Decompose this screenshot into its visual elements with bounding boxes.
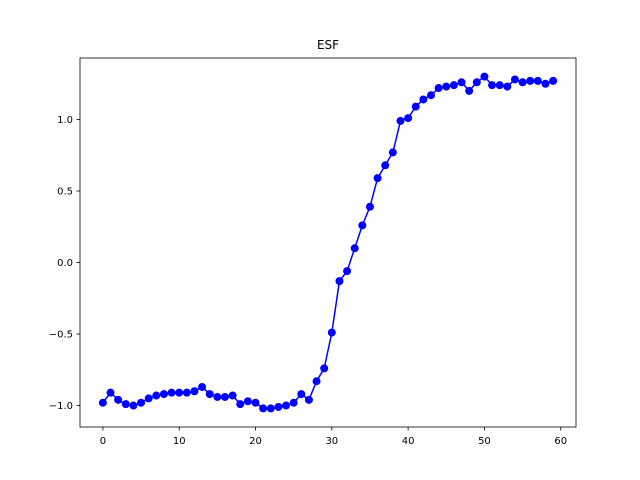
data-point xyxy=(526,76,535,85)
data-point xyxy=(343,267,352,276)
x-tick-label: 30 xyxy=(325,436,338,447)
data-point xyxy=(198,382,207,391)
data-point xyxy=(152,391,161,400)
data-point xyxy=(442,82,451,91)
y-tick-label: 0.0 xyxy=(57,258,73,269)
data-point xyxy=(373,174,382,183)
data-point xyxy=(457,78,466,87)
plot-area: 0 10 20 30 40 50 60 −1.0 −0.5 0.0 0.5 1.0 xyxy=(49,57,577,447)
x-tick-label: 50 xyxy=(478,436,491,447)
data-point xyxy=(449,81,458,90)
data-point xyxy=(510,75,519,84)
y-tick-label: −1.0 xyxy=(49,401,73,412)
data-point xyxy=(480,72,489,81)
x-tick-label: 20 xyxy=(249,436,262,447)
y-tick-label: −0.5 xyxy=(49,330,73,341)
data-point xyxy=(137,398,146,407)
data-point xyxy=(518,78,527,87)
data-point xyxy=(335,277,344,286)
data-point xyxy=(114,395,123,404)
data-point xyxy=(427,91,436,100)
data-point xyxy=(320,364,329,373)
data-point xyxy=(388,148,397,157)
data-point xyxy=(419,95,428,104)
data-point xyxy=(251,398,260,407)
data-point xyxy=(190,387,199,396)
data-point xyxy=(549,76,558,85)
chart-title: ESF xyxy=(317,38,339,52)
data-point xyxy=(541,79,550,88)
data-point xyxy=(358,221,367,230)
data-point xyxy=(396,116,405,125)
data-point xyxy=(182,388,191,397)
data-point xyxy=(381,161,390,170)
data-point xyxy=(167,388,176,397)
data-point xyxy=(274,402,283,411)
data-point xyxy=(243,397,252,406)
x-tick-label: 60 xyxy=(554,436,567,447)
data-point xyxy=(289,398,298,407)
x-tick-label: 40 xyxy=(402,436,415,447)
data-point xyxy=(220,392,229,401)
data-point xyxy=(503,82,512,91)
data-point xyxy=(327,328,336,337)
data-point xyxy=(266,404,275,413)
data-point xyxy=(106,388,115,397)
y-tick-label: 1.0 xyxy=(57,115,73,126)
data-point xyxy=(121,400,130,409)
data-point xyxy=(228,391,237,400)
data-point xyxy=(159,390,168,399)
data-point xyxy=(259,404,268,413)
data-point xyxy=(129,401,138,410)
data-point xyxy=(98,398,107,407)
data-point xyxy=(304,395,313,404)
data-point xyxy=(434,84,443,93)
data-point xyxy=(144,394,153,403)
data-point xyxy=(465,86,474,95)
data-point xyxy=(495,81,504,90)
data-point xyxy=(205,390,214,399)
data-point xyxy=(488,81,497,90)
data-point xyxy=(312,377,321,386)
y-tick-label: 0.5 xyxy=(57,187,73,198)
x-tick-label: 0 xyxy=(100,436,106,447)
data-point xyxy=(365,202,374,211)
data-point xyxy=(411,102,420,111)
data-point xyxy=(213,392,222,401)
data-point xyxy=(350,244,359,253)
axes-frame xyxy=(79,57,577,428)
data-point xyxy=(175,388,184,397)
data-point xyxy=(297,390,306,399)
x-tick-label: 10 xyxy=(173,436,186,447)
data-point xyxy=(404,114,413,123)
data-point xyxy=(472,78,481,87)
data-point xyxy=(282,401,291,410)
data-point xyxy=(533,76,542,85)
data-point xyxy=(236,400,245,409)
